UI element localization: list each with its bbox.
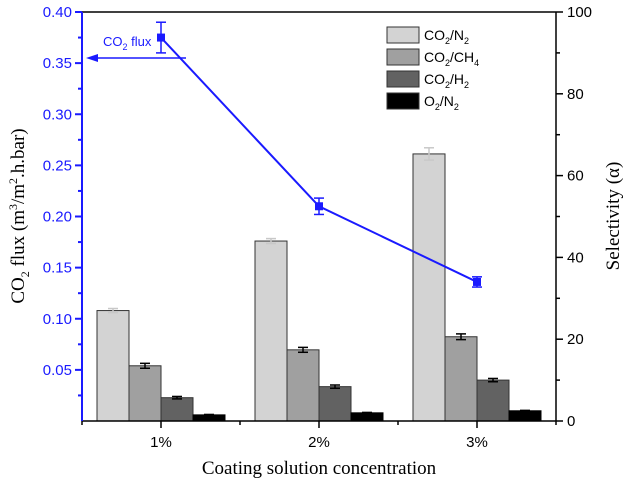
bar-co2-h2-1pct (160, 397, 194, 422)
left-axis: 0.05 0.10 0.15 0.20 0.25 0.30 0.35 0.40 (43, 4, 83, 421)
right-tick-label: 20 (567, 331, 584, 348)
left-axis-title: CO2 flux (m3/m2.h.bar) (6, 128, 32, 303)
right-tick-label: 40 (567, 249, 584, 266)
x-tick-label: 2% (308, 434, 330, 451)
bar-co2-ch4-2pct (286, 349, 320, 422)
right-tick-label: 100 (567, 4, 592, 21)
legend-label: O2/N2 (424, 93, 459, 112)
right-tick-label: 80 (567, 86, 584, 103)
left-tick-label: 0.10 (43, 311, 72, 328)
legend-label: CO2/N2 (424, 27, 469, 46)
left-tick-label: 0.15 (43, 260, 72, 277)
bar-co2-h2-2pct (318, 386, 352, 422)
bar-co2-h2-3pct (476, 379, 510, 422)
left-tick-label: 0.35 (43, 55, 72, 72)
legend-swatch-o2-n2 (386, 92, 420, 110)
annotation-label: CO2 flux (103, 34, 152, 52)
legend-swatch-co2-ch4 (386, 48, 420, 66)
flux-annotation: CO2 flux (86, 34, 186, 63)
legend-label: CO2/H2 (424, 71, 469, 90)
x-tick-label: 1% (150, 434, 172, 451)
left-tick-label: 0.40 (43, 4, 72, 21)
x-tick-label: 3% (466, 434, 488, 451)
bar-co2-n2-2pct (254, 240, 288, 422)
bar-co2-n2-3pct (412, 153, 446, 422)
bar-o2-n2-2pct (350, 412, 384, 422)
flux-line-layer (156, 21, 482, 288)
x-axis: 1% 2% 3% (81, 421, 557, 451)
right-axis: 0 20 40 60 80 100 (555, 4, 592, 430)
flux-point-1pct (157, 33, 165, 42)
left-tick-label: 0.05 (43, 362, 72, 379)
flux-point-3pct (473, 277, 481, 286)
left-tick-label: 0.25 (43, 157, 72, 174)
legend-label: CO2/CH4 (424, 49, 479, 68)
legend-swatch-co2-n2 (386, 26, 420, 44)
flux-point-2pct (315, 202, 323, 211)
bar-co2-n2-1pct (96, 310, 130, 422)
bars-layer (96, 147, 542, 422)
right-axis-title: Selectivity (α) (603, 162, 624, 271)
x-axis-title: Coating solution concentration (202, 458, 437, 479)
legend-swatch-co2-h2 (386, 70, 420, 88)
bar-o2-n2-3pct (508, 410, 542, 422)
right-tick-label: 60 (567, 168, 584, 185)
bar-co2-ch4-1pct (128, 365, 162, 422)
left-tick-label: 0.20 (43, 209, 72, 226)
annotation-arrow-head (86, 54, 98, 63)
legend: CO2/N2 CO2/CH4 CO2/H2 O2/N2 (386, 26, 479, 112)
right-tick-label: 0 (567, 413, 575, 430)
bar-co2-ch4-3pct (444, 336, 478, 422)
left-tick-label: 0.30 (43, 106, 72, 123)
